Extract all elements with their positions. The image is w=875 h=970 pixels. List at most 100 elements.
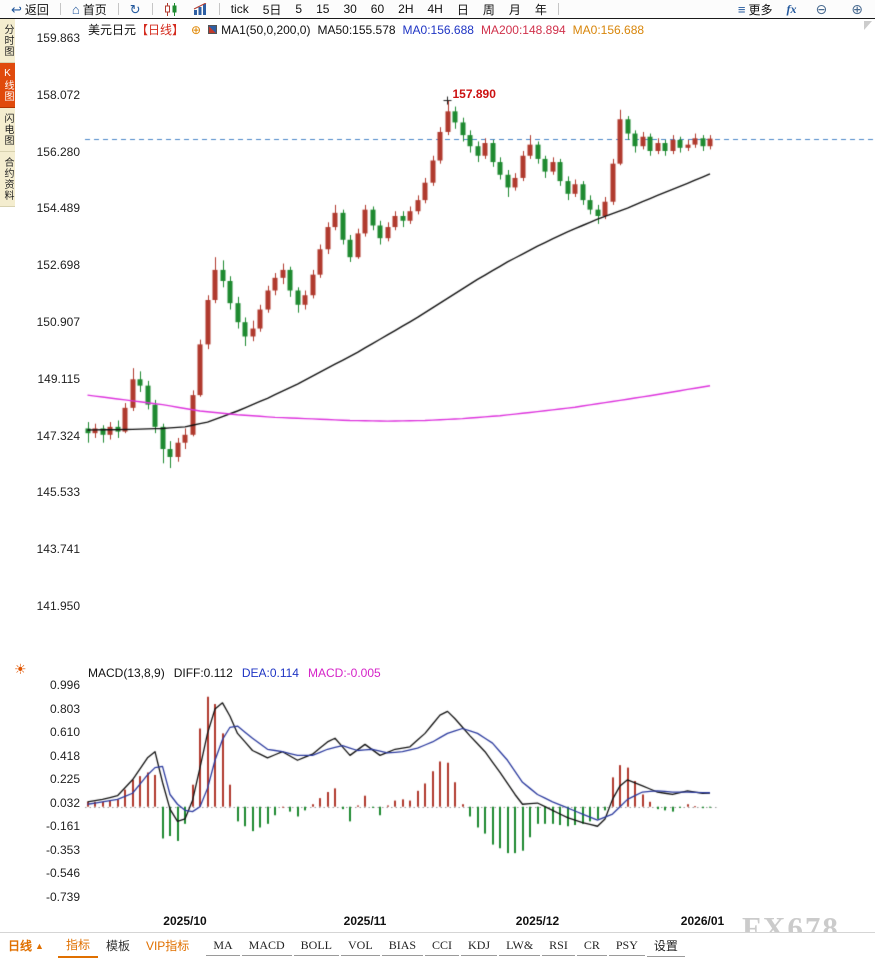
macd-diff-value: DIFF:0.112	[174, 666, 233, 680]
indicator-tab-kdj[interactable]: KDJ	[461, 936, 497, 956]
zoom-in-icon: ⊕	[851, 2, 863, 16]
tab-vip-indicators[interactable]: VIP指标	[138, 934, 197, 957]
home-icon: ⌂	[72, 3, 80, 16]
tab-indicators[interactable]: 指标	[58, 933, 98, 958]
toolbar-period-month-label: 月	[509, 1, 521, 18]
volume-icon	[193, 3, 208, 15]
ma0-value-orange: MA0:156.688	[573, 23, 644, 37]
high-annotation: 157.890	[453, 87, 496, 101]
macd-tick: -0.161	[0, 819, 80, 833]
sidebar-item-contract-info[interactable]: 合约资料	[0, 152, 15, 207]
x-axis-label: 2025/10	[153, 914, 217, 928]
period-selector[interactable]: 日线 ▲	[8, 937, 44, 954]
toolbar-fx-label: fx	[787, 2, 797, 17]
toolbar-zoom-out-button[interactable]: ⊖	[804, 0, 840, 18]
macd-header: MACD(13,8,9) DIFF:0.112 DEA:0.114 MACD:-…	[88, 666, 381, 680]
toolbar-home-button[interactable]: ⌂首页	[65, 0, 114, 18]
toolbar-more-button[interactable]: ≡更多	[731, 0, 780, 18]
ma0-value-blue: MA0:156.688	[403, 23, 474, 37]
indicator-tab-cr[interactable]: CR	[577, 936, 607, 956]
indicator-tab-ma[interactable]: MA	[206, 936, 239, 956]
indicator-tab-boll[interactable]: BOLL	[294, 936, 339, 956]
toolbar-back-button[interactable]: ↩返回	[4, 0, 56, 18]
indicator-tab-cci[interactable]: CCI	[425, 936, 459, 956]
panel-collapse-icon[interactable]	[864, 21, 872, 30]
charting-app: ↩返回⌂首页↻tick5日51530602H4H日周月年≡更多fx⊖⊕ 分时图K…	[0, 0, 875, 970]
chart-canvas[interactable]	[0, 0, 875, 970]
toolbar-separator	[60, 3, 61, 15]
toolbar-zoom-in-button[interactable]: ⊕	[839, 0, 875, 18]
toolbar-period-60-button[interactable]: 60	[364, 0, 391, 18]
toolbar-period-2h-label: 2H	[398, 2, 413, 16]
price-tick: 145.533	[0, 485, 80, 499]
x-axis-label: 2026/01	[671, 914, 735, 928]
toolbar-home-label: 首页	[83, 1, 107, 18]
toolbar-separator	[558, 3, 559, 15]
price-tick: 147.324	[0, 429, 80, 443]
toolbar-separator	[219, 3, 220, 15]
macd-tick: -0.353	[0, 843, 80, 857]
toolbar-period-week-button[interactable]: 周	[476, 0, 502, 18]
toolbar-separator	[152, 3, 153, 15]
macd-tick: 0.996	[0, 678, 80, 692]
toolbar-volume-type-button[interactable]	[186, 0, 215, 18]
indicator-tab-psy[interactable]: PSY	[609, 936, 645, 956]
indicator-tab-lw&[interactable]: LW&	[499, 936, 540, 956]
toolbar-refresh-button[interactable]: ↻	[123, 0, 148, 18]
toolbar-fx-button[interactable]: fx	[780, 0, 804, 18]
toolbar-period-5-button[interactable]: 5	[288, 0, 309, 18]
toolbar-period-month-button[interactable]: 月	[502, 0, 528, 18]
toolbar-period-year-button[interactable]: 年	[528, 0, 554, 18]
toolbar-period-15-label: 15	[316, 2, 329, 16]
indicator-tab-settings[interactable]: 设置	[647, 935, 685, 957]
indicator-tab-vol[interactable]: VOL	[341, 936, 380, 956]
zoom-out-icon: ⊖	[816, 2, 828, 16]
toolbar-period-day-label: 日	[457, 1, 469, 18]
price-tick: 143.741	[0, 542, 80, 556]
more-icon: ≡	[738, 3, 746, 16]
refresh-icon: ↻	[130, 3, 141, 16]
macd-dea-value: DEA:0.114	[242, 666, 299, 680]
chart-header: 美元日元 【日线】 ⊕ MA1(50,0,200,0) MA50:155.578…	[88, 21, 644, 38]
macd-value: MACD:-0.005	[308, 666, 381, 680]
toolbar-period-2h-button[interactable]: 2H	[391, 0, 420, 18]
toolbar-kline-type-button[interactable]	[157, 0, 186, 18]
tab-templates[interactable]: 模板	[98, 934, 138, 957]
sidebar-item-lightning-chart[interactable]: 闪电图	[0, 108, 15, 152]
toolbar-period-4h-label: 4H	[428, 2, 443, 16]
price-tick: 152.698	[0, 258, 80, 272]
x-axis-label: 2025/12	[506, 914, 570, 928]
chevron-up-icon: ▲	[35, 941, 44, 951]
sidebar-item-time-chart[interactable]: 分时图	[0, 19, 15, 63]
price-tick: 141.950	[0, 599, 80, 613]
kline-icon	[164, 3, 179, 16]
x-axis-label: 2025/11	[333, 914, 397, 928]
indicator-tab-bias[interactable]: BIAS	[382, 936, 423, 956]
price-tick: 150.907	[0, 315, 80, 329]
toolbar-more-label: 更多	[749, 1, 773, 18]
bottom-tabbar: 日线 ▲ 指标模板VIP指标 MAMACDBOLLVOLBIASCCIKDJLW…	[0, 932, 875, 958]
toolbar-period-day-button[interactable]: 日	[450, 0, 476, 18]
toolbar-period-30-button[interactable]: 30	[336, 0, 363, 18]
ma-params-label: MA1(50,0,200,0)	[221, 23, 310, 37]
toolbar-period-5d-button[interactable]: 5日	[256, 0, 289, 18]
indicator-tab-macd[interactable]: MACD	[242, 936, 292, 956]
toolbar-period-year-label: 年	[535, 1, 547, 18]
toolbar-period-5-label: 5	[295, 2, 302, 16]
toolbar-period-15-button[interactable]: 15	[309, 0, 336, 18]
indicator-tab-rsi[interactable]: RSI	[542, 936, 575, 956]
sidebar-item-kline-chart[interactable]: K线图	[0, 63, 15, 108]
toolbar-period-5d-label: 5日	[263, 1, 282, 18]
macd-tick: 0.610	[0, 725, 80, 739]
ma-settings-icon[interactable]	[208, 25, 217, 34]
macd-tick: -0.546	[0, 866, 80, 880]
add-indicator-icon[interactable]: ⊕	[191, 23, 201, 37]
macd-tick: 0.418	[0, 749, 80, 763]
toolbar-period-week-label: 周	[483, 1, 495, 18]
price-tick: 149.115	[0, 372, 80, 386]
toolbar-period-4h-button[interactable]: 4H	[421, 0, 450, 18]
toolbar-tick-button[interactable]: tick	[224, 0, 256, 18]
toolbar-tick-label: tick	[231, 2, 249, 16]
macd-tick: 0.225	[0, 772, 80, 786]
indicator-settings-icon[interactable]: ☀	[14, 661, 27, 678]
